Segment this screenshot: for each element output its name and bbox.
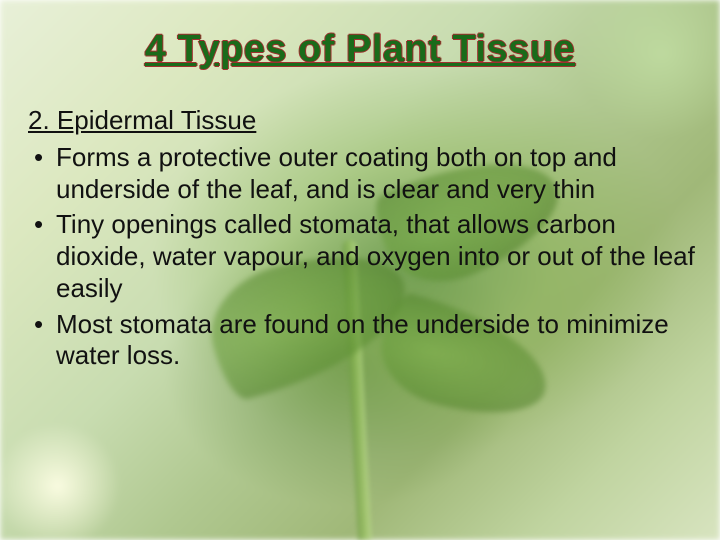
bullet-item: Tiny openings called stomata, that allow… — [28, 209, 696, 304]
section-heading: 2. Epidermal Tissue — [28, 105, 696, 136]
slide-content: 4 Types of Plant Tissue 2. Epidermal Tis… — [0, 0, 720, 540]
bullet-list: Forms a protective outer coating both on… — [28, 142, 696, 372]
slide-title: 4 Types of Plant Tissue — [24, 28, 696, 71]
bullet-item: Most stomata are found on the underside … — [28, 309, 696, 372]
bullet-item: Forms a protective outer coating both on… — [28, 142, 696, 205]
